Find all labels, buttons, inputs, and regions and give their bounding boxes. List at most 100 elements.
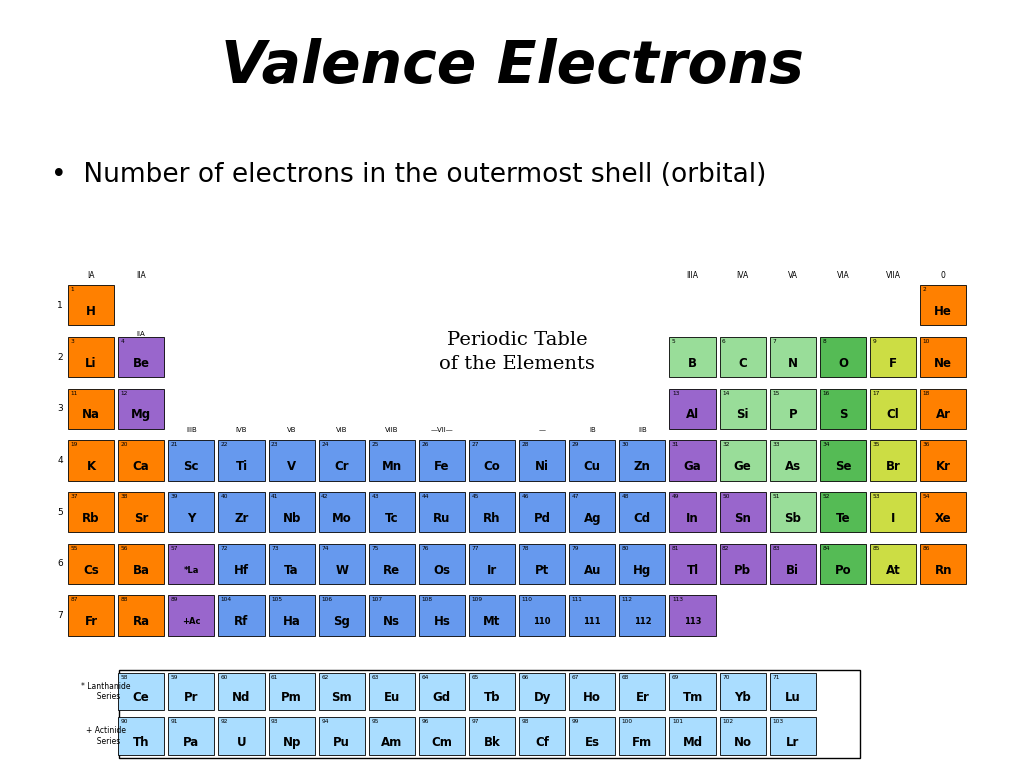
Bar bbox=[168, 673, 214, 710]
Text: 80: 80 bbox=[622, 546, 630, 551]
Bar bbox=[670, 595, 716, 636]
Text: 2: 2 bbox=[57, 353, 62, 362]
Text: Ha: Ha bbox=[283, 615, 300, 628]
Text: 109: 109 bbox=[471, 598, 482, 602]
Text: 88: 88 bbox=[121, 598, 128, 602]
Text: 66: 66 bbox=[521, 675, 528, 680]
Bar bbox=[770, 389, 816, 429]
Bar bbox=[369, 440, 415, 481]
Text: 13: 13 bbox=[672, 391, 679, 396]
Bar bbox=[419, 595, 465, 636]
Text: B: B bbox=[688, 356, 697, 369]
Text: Ho: Ho bbox=[584, 691, 601, 704]
Text: 4: 4 bbox=[57, 456, 62, 465]
Bar bbox=[670, 544, 716, 584]
Bar bbox=[921, 337, 967, 377]
Text: 18: 18 bbox=[923, 391, 930, 396]
Text: 85: 85 bbox=[872, 546, 880, 551]
Text: Hg: Hg bbox=[633, 564, 651, 577]
Bar bbox=[369, 492, 415, 532]
Text: Mt: Mt bbox=[483, 615, 501, 628]
Bar bbox=[118, 595, 164, 636]
Bar bbox=[770, 544, 816, 584]
Text: 86: 86 bbox=[923, 546, 930, 551]
Text: 74: 74 bbox=[322, 546, 329, 551]
Text: No: No bbox=[733, 736, 752, 749]
Text: 59: 59 bbox=[171, 675, 178, 680]
Text: 38: 38 bbox=[121, 494, 128, 499]
Text: Mo: Mo bbox=[332, 511, 351, 525]
Text: Bi: Bi bbox=[786, 564, 800, 577]
Bar bbox=[519, 673, 565, 710]
Bar bbox=[268, 673, 314, 710]
Bar bbox=[68, 389, 114, 429]
Text: 90: 90 bbox=[121, 720, 128, 724]
Text: Periodic Table
of the Elements: Periodic Table of the Elements bbox=[439, 331, 595, 372]
Text: Rf: Rf bbox=[234, 615, 249, 628]
Text: 57: 57 bbox=[171, 546, 178, 551]
Text: 4: 4 bbox=[121, 339, 124, 344]
Bar bbox=[419, 440, 465, 481]
Text: Es: Es bbox=[585, 736, 600, 749]
Text: 60: 60 bbox=[221, 675, 228, 680]
Text: 61: 61 bbox=[271, 675, 279, 680]
Text: Nd: Nd bbox=[232, 691, 251, 704]
Text: Rh: Rh bbox=[483, 511, 501, 525]
Text: 32: 32 bbox=[722, 442, 730, 447]
Bar bbox=[870, 389, 916, 429]
Bar bbox=[168, 544, 214, 584]
Bar bbox=[569, 492, 615, 532]
Bar bbox=[218, 544, 264, 584]
Bar bbox=[620, 492, 666, 532]
Text: Lr: Lr bbox=[786, 736, 800, 749]
Text: Cl: Cl bbox=[887, 409, 899, 422]
Text: 113: 113 bbox=[684, 617, 701, 626]
Bar bbox=[921, 544, 967, 584]
Bar bbox=[168, 492, 214, 532]
Text: 44: 44 bbox=[422, 494, 429, 499]
Text: 97: 97 bbox=[471, 720, 479, 724]
Bar bbox=[720, 492, 766, 532]
Text: 101: 101 bbox=[672, 720, 683, 724]
Text: P: P bbox=[788, 409, 797, 422]
Bar bbox=[369, 544, 415, 584]
Text: Mn: Mn bbox=[382, 460, 401, 473]
Text: 16: 16 bbox=[822, 391, 829, 396]
Text: 30: 30 bbox=[622, 442, 630, 447]
Bar bbox=[268, 440, 314, 481]
Text: VA: VA bbox=[787, 271, 798, 280]
Bar bbox=[519, 544, 565, 584]
Text: 96: 96 bbox=[422, 720, 429, 724]
Bar bbox=[268, 717, 314, 755]
Bar bbox=[318, 492, 365, 532]
Text: 76: 76 bbox=[422, 546, 429, 551]
Bar bbox=[68, 492, 114, 532]
Text: Sg: Sg bbox=[333, 615, 350, 628]
Text: Ir: Ir bbox=[487, 564, 498, 577]
Text: Sn: Sn bbox=[734, 511, 752, 525]
Text: Cm: Cm bbox=[431, 736, 453, 749]
Text: 43: 43 bbox=[372, 494, 379, 499]
Text: 68: 68 bbox=[622, 675, 630, 680]
Text: 108: 108 bbox=[422, 598, 432, 602]
Text: Li: Li bbox=[85, 356, 97, 369]
Text: K: K bbox=[86, 460, 95, 473]
Text: 106: 106 bbox=[322, 598, 332, 602]
Text: 94: 94 bbox=[322, 720, 329, 724]
Bar bbox=[318, 717, 365, 755]
Text: 21: 21 bbox=[171, 442, 178, 447]
Text: C: C bbox=[738, 356, 748, 369]
Text: Yb: Yb bbox=[734, 691, 751, 704]
Text: Dy: Dy bbox=[534, 691, 551, 704]
Text: Pr: Pr bbox=[184, 691, 199, 704]
Bar bbox=[870, 337, 916, 377]
Bar bbox=[770, 717, 816, 755]
Text: 54: 54 bbox=[923, 494, 930, 499]
Bar bbox=[218, 595, 264, 636]
Text: Ne: Ne bbox=[934, 356, 952, 369]
Text: Rb: Rb bbox=[82, 511, 99, 525]
Text: Os: Os bbox=[433, 564, 451, 577]
Bar bbox=[720, 544, 766, 584]
Bar bbox=[469, 544, 515, 584]
Text: *La: *La bbox=[183, 565, 199, 574]
